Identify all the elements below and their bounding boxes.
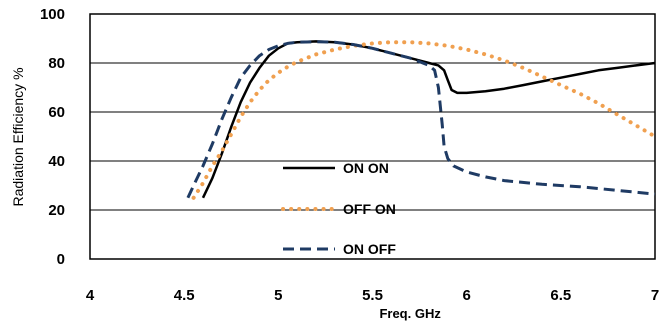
x-axis-title: Freq. GHz (379, 306, 441, 321)
x-tick-label: 4 (86, 287, 95, 304)
y-tick-label: 60 (48, 104, 65, 121)
legend-label: ON OFF (343, 241, 396, 257)
y-tick-label: 0 (57, 251, 65, 268)
y-tick-label: 80 (48, 55, 65, 72)
x-tick-label: 4.5 (174, 287, 195, 304)
x-tick-label: 7 (651, 287, 659, 304)
y-axis-title: Radiation Efficiency % (10, 67, 26, 206)
legend: ON ON OFF ON ON OFF (281, 160, 396, 257)
grid-lines (90, 62, 655, 211)
legend-label: ON ON (343, 160, 389, 176)
y-tick-label: 100 (40, 6, 65, 23)
y-tick-label: 20 (48, 202, 65, 219)
y-tick-label: 40 (48, 153, 65, 170)
series-line-on-on (201, 40, 656, 199)
x-tick-label: 5.5 (362, 287, 383, 304)
plot-frame (89, 13, 656, 260)
x-tick-labels: 4 4.5 5 5.5 6 6.5 7 (86, 287, 659, 304)
x-tick-label: 6.5 (550, 287, 571, 304)
x-tick-label: 6 (462, 287, 470, 304)
x-tick-label: 5 (274, 287, 282, 304)
y-tick-labels: 0 20 40 60 80 100 (40, 6, 65, 268)
series-line-on-off (186, 40, 656, 199)
series-line-off-on (191, 40, 657, 200)
legend-label: OFF ON (343, 201, 396, 217)
series-lines (186, 40, 657, 200)
